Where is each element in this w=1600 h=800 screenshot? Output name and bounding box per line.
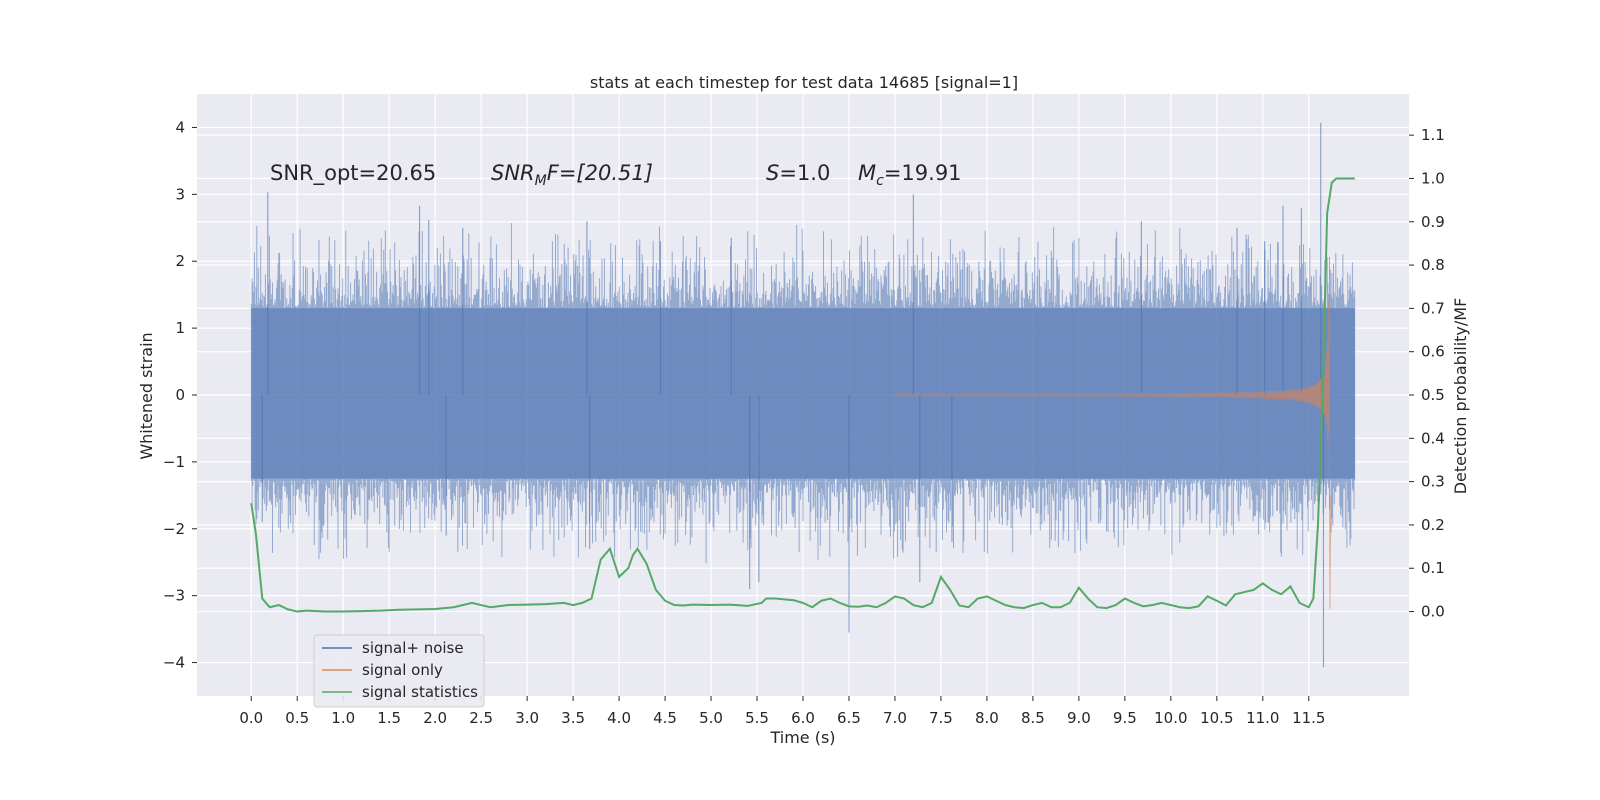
- x-tick-label: 3.5: [561, 709, 585, 727]
- s-main: S: [766, 161, 779, 185]
- x-tick-label: 5.0: [699, 709, 723, 727]
- x-tick-label: 8.5: [1021, 709, 1045, 727]
- left-y-tick-label: 4: [175, 118, 185, 136]
- x-tick-label: 6.5: [837, 709, 861, 727]
- right-y-tick-label: 0.2: [1421, 516, 1445, 534]
- right-y-axis-label: Detection probability/MF: [1451, 298, 1470, 495]
- x-tick-label: 9.5: [1113, 709, 1137, 727]
- s-annotation: S=1.0: [766, 161, 830, 185]
- legend-box: [313, 634, 485, 708]
- left-y-tick-label: 0: [175, 386, 185, 404]
- right-y-tick-label: 0.0: [1421, 603, 1445, 621]
- legend-label-signal-only: signal only: [362, 661, 443, 679]
- x-tick-label: 9.0: [1067, 709, 1091, 727]
- snr-mf-sub: M: [535, 173, 547, 189]
- x-tick-label: 10.5: [1200, 709, 1233, 727]
- right-y-tick-label: 0.6: [1421, 343, 1445, 361]
- snr-mf-annotation: SNRMF=[20.51]: [491, 161, 653, 189]
- legend-label-signal-noise: signal+ noise: [362, 639, 464, 657]
- x-tick-label: 1.5: [377, 709, 401, 727]
- x-tick-label: 10.0: [1154, 709, 1187, 727]
- signal-only-series: [894, 299, 1332, 610]
- mc-rest: =19.91: [884, 161, 962, 185]
- left-y-axis-ticks: −4 −3 −2 −1 0 1 2 3 4: [163, 118, 197, 672]
- snr-mf-main: SNR: [491, 161, 535, 185]
- mc-main: M: [858, 161, 876, 185]
- left-y-axis-label: Whitened strain: [137, 332, 156, 459]
- signal-statistics-line: [250, 177, 1355, 613]
- s-rest: =1.0: [779, 161, 830, 185]
- x-tick-label: 11.5: [1292, 709, 1325, 727]
- left-y-tick-label: −2: [163, 520, 185, 538]
- right-y-tick-label: 0.4: [1421, 429, 1445, 447]
- right-y-tick-label: 0.1: [1421, 559, 1445, 577]
- x-tick-label: 3.0: [515, 709, 539, 727]
- x-tick-label: 7.0: [883, 709, 907, 727]
- x-tick-label: 8.0: [975, 709, 999, 727]
- left-y-tick-label: −1: [163, 453, 185, 471]
- right-y-tick-label: 0.3: [1421, 473, 1445, 491]
- x-axis-ticks: 0.0 0.5 1.0 1.5 2.0 2.5 3.0 3.5 4.0 4.5 5.0 5.5 6.0 6…: [239, 696, 1325, 727]
- x-tick-label: 2.5: [469, 709, 493, 727]
- snr-opt-annotation: SNR_opt=20.65: [270, 161, 436, 186]
- x-tick-label: 11.0: [1246, 709, 1279, 727]
- chirp-trace: [894, 299, 1332, 610]
- x-tick-label: 4.0: [607, 709, 631, 727]
- chart-title: stats at each timestep for test data 146…: [590, 73, 1018, 92]
- x-tick-label: 1.0: [331, 709, 355, 727]
- annotations: SNR_opt=20.65 SNRMF=[20.51] S=1.0 Mc=19.…: [270, 161, 962, 189]
- x-tick-label: 7.5: [929, 709, 953, 727]
- signal-statistics-series: [250, 177, 1355, 613]
- right-y-tick-label: 1.0: [1421, 169, 1445, 187]
- left-y-tick-label: 2: [175, 252, 185, 270]
- snr-mf-rest: F=[20.51]: [547, 161, 653, 185]
- x-tick-label: 6.0: [791, 709, 815, 727]
- x-tick-label: 0.0: [239, 709, 263, 727]
- right-y-tick-label: 0.5: [1421, 386, 1445, 404]
- right-y-tick-label: 0.8: [1421, 256, 1445, 274]
- left-y-tick-label: 1: [175, 319, 185, 337]
- x-tick-label: 4.5: [653, 709, 677, 727]
- right-y-tick-label: 0.7: [1421, 299, 1445, 317]
- x-axis-label: Time (s): [769, 728, 835, 747]
- right-y-axis-ticks: 0.0 0.1 0.2 0.3 0.4 0.5 0.6 0.7 0.8 0.9 1.0 1.1: [1409, 126, 1445, 621]
- legend-label-signal-statistics: signal statistics: [362, 683, 478, 701]
- x-tick-label: 2.0: [423, 709, 447, 727]
- left-y-tick-label: 3: [175, 185, 185, 203]
- x-tick-label: 0.5: [285, 709, 309, 727]
- right-y-tick-label: 1.1: [1421, 126, 1445, 144]
- signal-noise-series: [250, 122, 1356, 668]
- mc-annotation: Mc=19.91: [858, 161, 962, 189]
- mc-sub: c: [876, 173, 884, 189]
- left-y-tick-label: −3: [163, 587, 185, 605]
- x-tick-label: 5.5: [745, 709, 769, 727]
- legend: signal+ noise signal only signal statist…: [313, 634, 485, 708]
- right-y-tick-label: 0.9: [1421, 213, 1445, 231]
- left-y-tick-label: −4: [163, 654, 185, 672]
